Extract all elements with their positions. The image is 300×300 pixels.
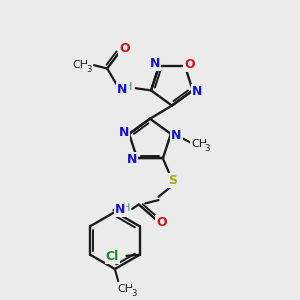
Text: CH: CH (73, 60, 89, 70)
Text: N: N (115, 203, 125, 217)
Text: N: N (149, 57, 160, 70)
Text: N: N (171, 128, 182, 142)
Text: CH: CH (118, 284, 134, 294)
Text: 3: 3 (204, 144, 210, 153)
Text: CH: CH (191, 139, 207, 149)
Text: N: N (126, 153, 137, 166)
Text: 3: 3 (86, 65, 91, 74)
Text: O: O (119, 42, 130, 55)
Text: N: N (117, 83, 128, 96)
Text: Cl: Cl (106, 250, 119, 263)
Text: H: H (122, 203, 130, 213)
Text: N: N (192, 85, 202, 98)
Text: O: O (184, 58, 194, 71)
Text: S: S (168, 174, 177, 187)
Text: N: N (118, 126, 129, 139)
Text: 3: 3 (131, 289, 136, 298)
Text: H: H (124, 82, 132, 92)
Text: O: O (157, 215, 167, 229)
